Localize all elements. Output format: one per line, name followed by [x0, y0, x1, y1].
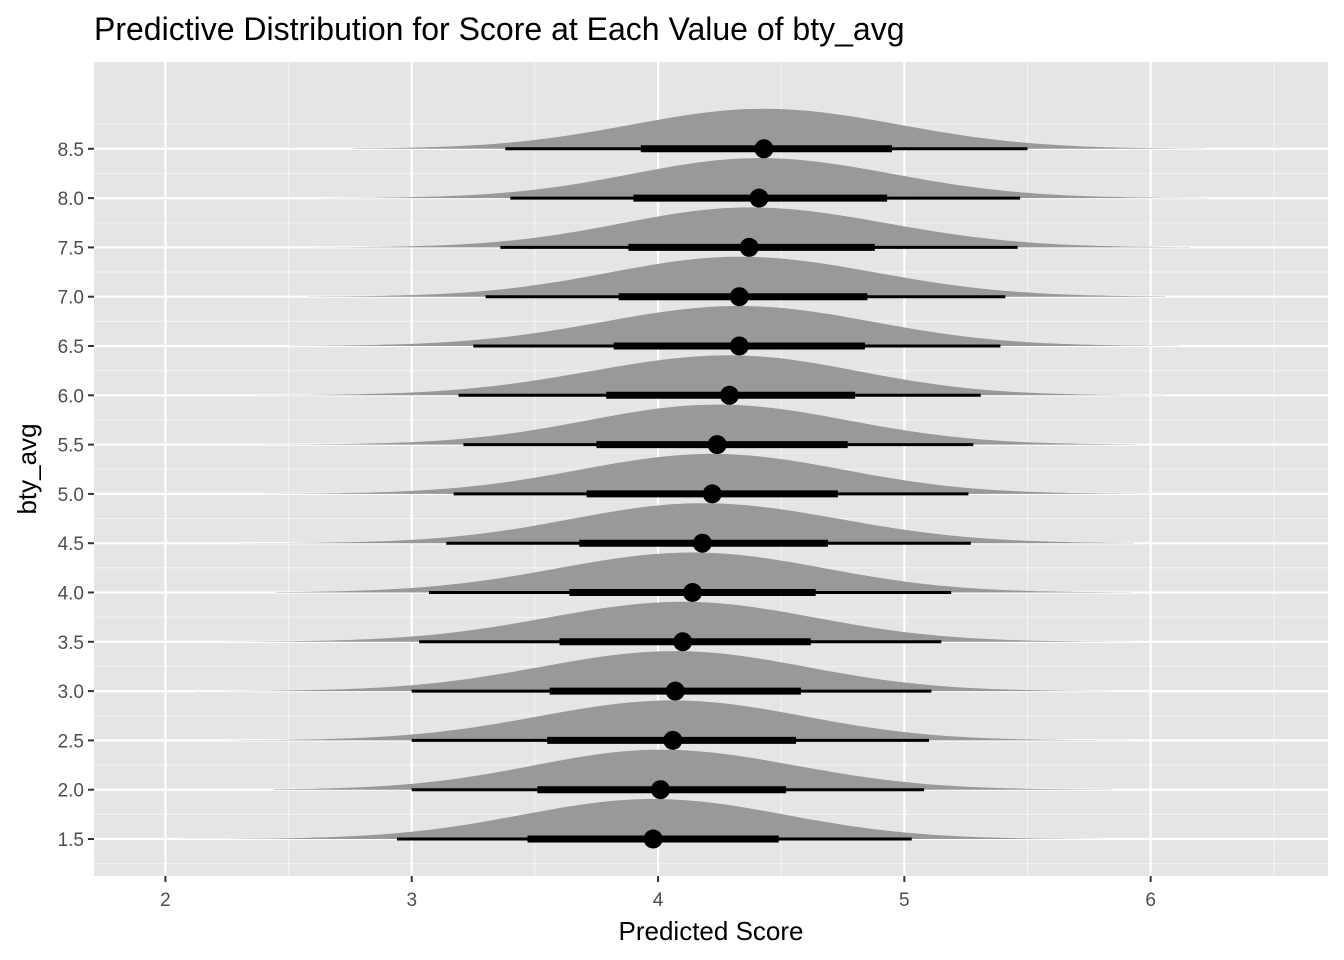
density-8	[320, 158, 1208, 199]
density-8.5	[352, 108, 1205, 149]
x-axis-title: Predicted Score	[619, 916, 804, 946]
y-axis-title: bty_avg	[12, 423, 42, 514]
y-tick-label: 8.5	[58, 140, 84, 161]
x-tick-label: 4	[653, 890, 664, 911]
density-3.5	[190, 601, 1161, 642]
density-7.5	[313, 207, 1191, 248]
y-tick-label: 7.0	[58, 288, 84, 309]
x-axis: 2 3 4 5 6	[160, 876, 1156, 911]
median-point-7.5	[739, 237, 759, 257]
data-marks	[177, 108, 1208, 849]
median-point-7	[729, 287, 749, 307]
density-5	[263, 453, 1151, 494]
median-point-6	[719, 385, 739, 405]
median-point-3.5	[673, 632, 693, 652]
y-tick-label: 4.5	[58, 534, 84, 555]
median-point-4	[683, 583, 703, 602]
median-point-2	[651, 780, 671, 800]
y-tick-label: 3.5	[58, 633, 84, 654]
density-6.5	[288, 306, 1181, 346]
y-tick-label: 2.5	[58, 731, 84, 752]
y-tick-label: 6.5	[58, 337, 84, 358]
density-7	[308, 256, 1166, 297]
median-point-8	[749, 188, 769, 208]
density-6	[251, 355, 1163, 396]
y-axis: 1.5 2.0 2.5 3.0 3.5 4.0 4.5 5.0 5.5 6.0 6.5 7.0 7.5 8…	[58, 140, 94, 851]
density-2.5	[229, 700, 1141, 741]
x-tick-label: 2	[160, 890, 171, 911]
median-point-6.5	[729, 336, 749, 356]
y-tick-label: 5.5	[58, 436, 84, 457]
density-5.5	[263, 404, 1136, 445]
y-tick-label: 7.5	[58, 238, 84, 259]
chart-title: Predictive Distribution for Score at Eac…	[94, 11, 904, 47]
density-4	[276, 552, 1131, 593]
median-point-3	[665, 681, 685, 701]
density-3	[194, 651, 1151, 692]
median-point-5.5	[707, 435, 727, 455]
y-tick-label: 1.5	[58, 830, 84, 851]
density-1.5	[177, 799, 1102, 839]
x-tick-label: 6	[1145, 890, 1156, 911]
y-tick-label: 5.0	[58, 485, 84, 506]
median-point-2.5	[663, 730, 683, 750]
median-point-4.5	[692, 533, 712, 553]
density-4.5	[239, 503, 1134, 544]
y-tick-label: 6.0	[58, 386, 84, 407]
y-tick-label: 3.0	[58, 682, 84, 703]
median-point-1.5	[643, 829, 663, 849]
x-tick-label: 3	[406, 890, 417, 911]
median-point-8.5	[754, 139, 774, 159]
y-tick-label: 8.0	[58, 189, 84, 210]
y-tick-label: 2.0	[58, 781, 84, 802]
median-point-5	[702, 484, 722, 504]
x-tick-label: 5	[899, 890, 910, 911]
density-2	[273, 749, 1112, 790]
y-tick-label: 4.0	[58, 584, 84, 605]
